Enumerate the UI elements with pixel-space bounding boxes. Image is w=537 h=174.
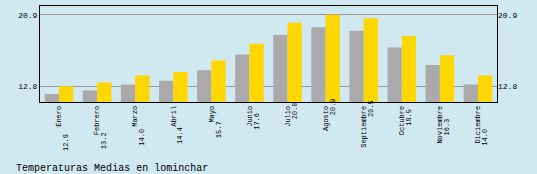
svg-text:16.3: 16.3 xyxy=(443,119,451,136)
svg-text:Septiembre: Septiembre xyxy=(360,106,368,148)
svg-text:14.0: 14.0 xyxy=(138,129,146,146)
svg-text:12.8: 12.8 xyxy=(18,82,37,91)
svg-text:Agosto: Agosto xyxy=(322,106,330,131)
svg-text:20.0: 20.0 xyxy=(291,102,299,119)
svg-text:20.9: 20.9 xyxy=(498,11,517,20)
svg-text:13.2: 13.2 xyxy=(100,132,108,149)
svg-text:Mayo: Mayo xyxy=(208,106,216,123)
svg-text:Marzo: Marzo xyxy=(131,106,139,127)
svg-text:12.8: 12.8 xyxy=(498,82,517,91)
svg-text:15.7: 15.7 xyxy=(215,121,223,138)
svg-text:Temperaturas Medias en lominch: Temperaturas Medias en lominchar xyxy=(16,163,208,174)
svg-text:14.4: 14.4 xyxy=(176,127,184,144)
svg-text:Junio: Junio xyxy=(246,106,254,127)
svg-text:12.8: 12.8 xyxy=(62,134,70,151)
svg-text:Febrero: Febrero xyxy=(93,106,101,135)
svg-text:Diciembre: Diciembre xyxy=(474,106,482,144)
svg-text:20.9: 20.9 xyxy=(329,98,337,115)
svg-text:Enero: Enero xyxy=(55,106,63,127)
svg-text:20.9: 20.9 xyxy=(18,11,37,20)
svg-text:Abril: Abril xyxy=(170,106,178,127)
svg-text:17.6: 17.6 xyxy=(253,113,261,130)
svg-text:Octubre: Octubre xyxy=(398,106,406,135)
svg-text:20.5: 20.5 xyxy=(367,100,375,117)
svg-text:14.0: 14.0 xyxy=(481,129,489,146)
svg-text:18.5: 18.5 xyxy=(405,109,413,126)
svg-text:Julio: Julio xyxy=(284,106,292,127)
svg-text:Noviembre: Noviembre xyxy=(436,106,444,144)
